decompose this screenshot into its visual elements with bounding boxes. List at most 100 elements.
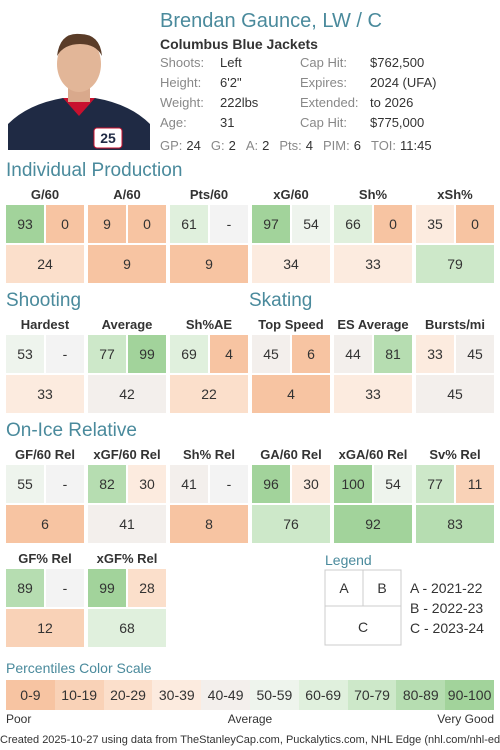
metric-cell: 22 <box>170 375 248 413</box>
metric-cell: 9 <box>88 205 126 243</box>
metric-cell: 33 <box>6 375 84 413</box>
metric-label: ES Average <box>337 317 409 332</box>
metric-cell: 45 <box>456 335 494 373</box>
metric-cell: 83 <box>416 505 494 543</box>
metric-cell: 33 <box>334 375 412 413</box>
metric-cell: 79 <box>416 245 494 283</box>
metric-label: Sh% <box>358 187 388 202</box>
stats-line: GP: 24 G: 2 A: 2 Pts: 4 PIM: 6 TOI: 11:45 <box>160 138 432 153</box>
stat-value: 11:45 <box>400 138 432 153</box>
info-value: 6'2" <box>220 75 242 90</box>
metric-cell: 89 <box>6 569 44 607</box>
metric-cell: 82 <box>88 465 126 503</box>
metric-label: Hardest <box>20 317 70 332</box>
metric-cell: 45 <box>252 335 290 373</box>
stat-label: TOI: <box>370 138 397 153</box>
stat-value: 6 <box>353 138 361 153</box>
metric-cell: 6 <box>292 335 330 373</box>
metric-label: GA/60 Rel <box>260 447 322 462</box>
metric-cell: 77 <box>88 335 126 373</box>
metric-cell: 53 <box>6 335 44 373</box>
metric-cell: 100 <box>334 465 372 503</box>
metric-cell: 0 <box>128 205 166 243</box>
metric-label: xGF% Rel <box>96 551 158 566</box>
metric-cell: 35 <box>416 205 454 243</box>
metric-cell: 54 <box>374 465 412 503</box>
metric-cell: 99 <box>88 569 126 607</box>
metric-cell: 68 <box>88 609 166 647</box>
team-name: Columbus Blue Jackets <box>160 36 318 52</box>
info-label: Expires: <box>300 75 347 90</box>
metric-cell: - <box>46 335 84 373</box>
info-value: 222lbs <box>220 95 259 110</box>
stat-value: 24 <box>186 138 201 153</box>
stat: G: 2 <box>211 138 236 153</box>
metric-cell: 54 <box>292 205 330 243</box>
metric-label: GF% Rel <box>18 551 72 566</box>
info-label: Shoots: <box>160 55 205 70</box>
scale-cell: 70-79 <box>347 680 397 710</box>
svg-text:25: 25 <box>100 130 116 146</box>
metric-cell: 6 <box>6 505 84 543</box>
metric-label: xGF/60 Rel <box>93 447 161 462</box>
metric-cell: 30 <box>128 465 166 503</box>
metric-cell: 33 <box>416 335 454 373</box>
metric-cell: 0 <box>46 205 84 243</box>
info-label: Cap Hit: <box>300 115 347 130</box>
legend-entry: B - 2022-23 <box>410 600 484 616</box>
stat-label: Pts: <box>279 138 302 153</box>
section-title: Individual Production <box>6 160 183 181</box>
metric-label: Sh%AE <box>185 317 233 332</box>
metric-label: xSh% <box>437 187 473 202</box>
info-value: $762,500 <box>370 55 425 70</box>
info-value: 31 <box>220 115 235 130</box>
metric-cell: 76 <box>252 505 330 543</box>
legend-entry: C - 2023-24 <box>410 620 484 636</box>
metric-cell: 34 <box>252 245 330 283</box>
stat-value: 2 <box>262 138 270 153</box>
info-label: Cap Hit: <box>300 55 347 70</box>
info-value: 2024 (UFA) <box>370 75 437 90</box>
metric-cell: 24 <box>6 245 84 283</box>
section-title: Skating <box>249 290 313 311</box>
stat-label: G: <box>210 138 225 153</box>
metric-cell: - <box>46 569 84 607</box>
scale-cell: 0-9 <box>6 680 55 710</box>
metric-cell: 41 <box>170 465 208 503</box>
stat-label: PIM: <box>323 138 350 153</box>
stat-value: 4 <box>305 138 314 153</box>
metric-cell: - <box>210 205 248 243</box>
section-title: On-Ice Relative <box>6 420 137 441</box>
metric-cell: 93 <box>6 205 44 243</box>
metric-cell: 69 <box>170 335 208 373</box>
stat: PIM: 6 <box>323 138 361 153</box>
legend-entry: A - 2021-22 <box>410 580 483 596</box>
player-photo: 25 <box>8 24 150 150</box>
legend-a: A <box>339 580 349 596</box>
metric-cell: 9 <box>170 245 248 283</box>
scale-cell: 20-29 <box>103 680 153 710</box>
footer: Created 2025-10-27 using data from TheSt… <box>0 734 500 746</box>
metric-label: A/60 <box>113 187 141 202</box>
scale-cell: 80-89 <box>396 680 446 710</box>
metric-label: Pts/60 <box>189 187 229 202</box>
metric-cell: 28 <box>128 569 166 607</box>
metric-cell: 8 <box>170 505 248 543</box>
legend-b: B <box>377 580 387 596</box>
scale-cell: 40-49 <box>201 680 250 710</box>
metric-cell: 11 <box>456 465 494 503</box>
info-label: Age: <box>160 115 187 130</box>
section-title: Shooting <box>6 290 82 311</box>
info-value: $775,000 <box>370 115 425 130</box>
metric-label: Average <box>101 317 153 332</box>
scale-good: Very Good <box>437 712 494 726</box>
metric-cell: 44 <box>334 335 372 373</box>
metric-cell: 4 <box>210 335 248 373</box>
stat: Pts: 4 <box>279 138 313 153</box>
metric-cell: 92 <box>334 505 412 543</box>
scale-cell: 90-100 <box>445 680 494 710</box>
metric-cell: 12 <box>6 609 84 647</box>
legend-title: Legend <box>325 552 372 568</box>
metric-cell: 45 <box>416 375 494 413</box>
